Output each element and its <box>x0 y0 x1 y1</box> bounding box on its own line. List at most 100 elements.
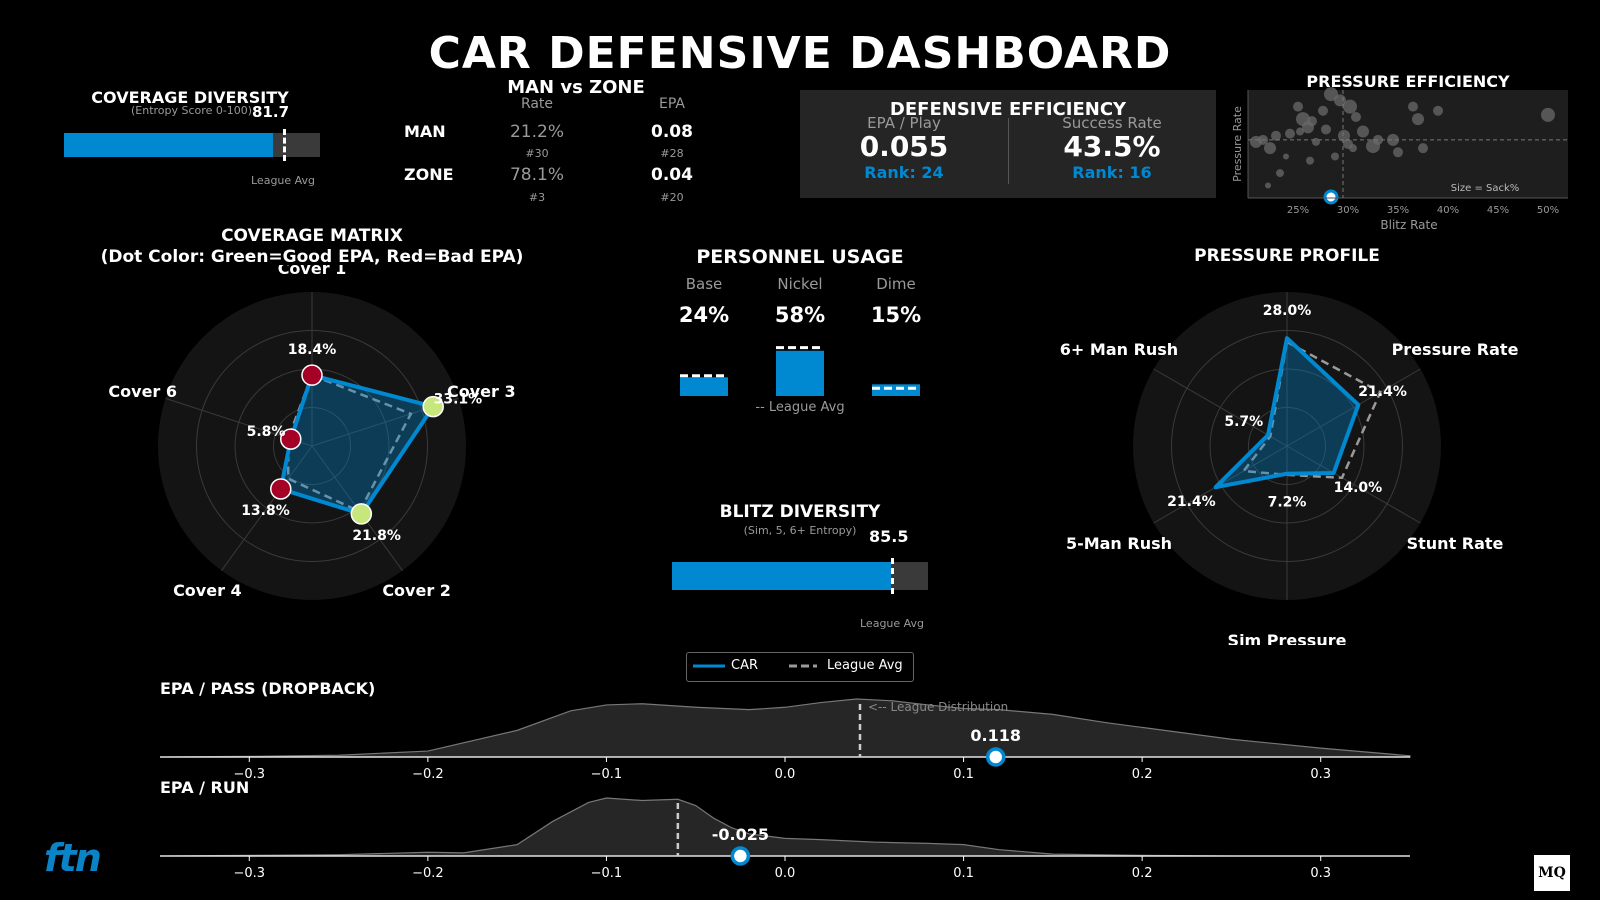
coverage-matrix-subtitle: (Dot Color: Green=Good EPA, Red=Bad EPA) <box>100 247 524 267</box>
epa-tick-label: −0.1 <box>591 767 623 780</box>
personnel-category-label: Nickel <box>777 275 822 293</box>
epa-play-value: 0.055 <box>859 130 949 163</box>
epa-tick-label: 0.1 <box>953 767 974 780</box>
defensive-efficiency-divider <box>1008 118 1009 184</box>
man-epa: 0.08 <box>651 122 693 142</box>
coverage-diversity-fill <box>64 133 274 157</box>
epa-tick-label: 0.0 <box>775 767 796 780</box>
car-epa-value: 0.118 <box>970 726 1021 745</box>
radar-category-label: Pressure Rate <box>1392 340 1519 359</box>
epa-tick-label: 0.3 <box>1310 767 1331 780</box>
car-epa-marker <box>730 846 751 866</box>
league-distribution-curve <box>159 797 1410 857</box>
team-point <box>1331 152 1339 161</box>
blitz-diversity-league-marker <box>890 558 894 594</box>
team-point <box>1306 156 1314 165</box>
man-row-label: MAN <box>404 122 446 141</box>
blitz-diversity-avg-label: League Avg <box>860 617 925 630</box>
league-distribution-annotation: <-- League Distribution <box>868 700 1008 714</box>
pressure-profile-radar: 28.0%Blitz Rate21.4%Pressure Rate14.0%St… <box>1060 292 1519 645</box>
coverage-matrix-title: COVERAGE MATRIX <box>221 226 403 246</box>
personnel-category-label: Base <box>686 275 723 293</box>
legend-car-label: CAR <box>731 658 759 673</box>
team-point <box>1285 128 1295 139</box>
personnel-value: 15% <box>871 303 921 327</box>
radar-value-label: 28.0% <box>1263 303 1312 319</box>
car-epa-marker <box>985 747 1006 767</box>
dashboard-title: CAR DEFENSIVE DASHBOARD <box>428 28 1172 79</box>
defensive-efficiency-title: DEFENSIVE EFFICIENCY <box>889 99 1127 120</box>
radar-value-label: 14.0% <box>1334 480 1383 496</box>
man-rate-rank: #30 <box>525 147 549 160</box>
scatter-x-tick: 35% <box>1387 205 1409 216</box>
team-point <box>1433 105 1443 116</box>
radar-category-label: Cover 6 <box>108 382 177 401</box>
team-point <box>1387 133 1399 146</box>
radar-value-label: 21.8% <box>352 528 401 544</box>
epa-tick-label: 0.3 <box>1310 866 1331 879</box>
radar-value-label: 7.2% <box>1268 495 1307 511</box>
team-point <box>1324 87 1338 102</box>
radar-value-label: 18.4% <box>288 342 337 358</box>
zone-rate-rank: #3 <box>528 191 546 204</box>
epa-play-label: EPA / Play <box>867 114 941 132</box>
coverage-matrix-radar: 18.4% Cover 1 33.1%Cover 3 21.8% Cover 2 13.8… <box>108 265 515 600</box>
chart-legend: CAR League Avg <box>686 652 914 682</box>
success-rate-value: 43.5% <box>1063 130 1161 163</box>
blitz-diversity-fill <box>672 562 891 590</box>
zone-epa-rank: #20 <box>660 191 684 204</box>
epa-run-chart: −0.3 −0.2 −0.1 0.0 0.1 0.2 0.3 -0.025 <box>159 797 1410 879</box>
personnel-value: 58% <box>775 303 825 327</box>
team-point <box>1296 127 1304 136</box>
radar-category-label: Stunt Rate <box>1407 534 1504 553</box>
radar-category-label: 6+ Man Rush <box>1060 340 1178 359</box>
legend-league-label: League Avg <box>827 658 903 673</box>
car-polygon <box>278 373 436 516</box>
pressure-efficiency-xlabel: Blitz Rate <box>1380 218 1437 232</box>
team-point <box>1393 147 1403 158</box>
epa-play-rank: Rank: 24 <box>864 163 944 182</box>
epa-tick-label: 0.0 <box>775 866 796 879</box>
blitz-diversity-title: BLITZ DIVERSITY <box>719 502 881 522</box>
man-epa-rank: #28 <box>660 147 684 160</box>
radar-category-label: Cover 1 <box>278 265 347 278</box>
personnel-league-note: -- League Avg <box>755 400 844 415</box>
zone-row-label: ZONE <box>404 165 454 184</box>
epa-tick-label: −0.3 <box>233 866 265 879</box>
pressure-efficiency-note: Size = Sack% <box>1451 183 1520 194</box>
coverage-diversity-avg-label: League Avg <box>251 174 316 187</box>
pressure-efficiency-title: PRESSURE EFFICIENCY <box>1306 72 1510 91</box>
team-point <box>1318 105 1328 116</box>
epa-run-title: EPA / RUN <box>160 778 250 797</box>
personnel-bar <box>680 377 728 396</box>
radar-value-label: 5.8% <box>247 424 286 440</box>
team-point <box>1541 107 1555 122</box>
coverage-epa-dot <box>270 478 292 500</box>
radar-value-label: 33.1% <box>434 392 483 408</box>
zone-epa: 0.04 <box>651 165 693 185</box>
coverage-epa-dot <box>301 364 323 386</box>
scatter-x-tick: 45% <box>1487 205 1509 216</box>
success-rate-rank: Rank: 16 <box>1072 163 1152 182</box>
car-polygon <box>1213 336 1361 490</box>
radar-spoke <box>1153 368 1288 447</box>
radar-value-label: 5.7% <box>1224 414 1263 430</box>
man-rate: 21.2% <box>509 122 564 142</box>
radar-spoke <box>1286 368 1421 447</box>
personnel-category-label: Dime <box>876 275 916 293</box>
blitz-diversity-subtitle: (Sim, 5, 6+ Entropy) <box>743 524 857 537</box>
league-distribution-curve <box>159 698 1411 758</box>
radar-spoke <box>1286 445 1421 524</box>
car-epa-value: -0.025 <box>712 825 769 844</box>
ftn-logo: ftn <box>44 836 102 880</box>
team-point <box>1321 124 1331 135</box>
blitz-diversity-bar <box>672 558 928 594</box>
team-point <box>1418 143 1428 154</box>
team-point <box>1265 182 1271 189</box>
epa-tick-label: 0.2 <box>1132 866 1153 879</box>
pressure-profile-title: PRESSURE PROFILE <box>1194 246 1380 266</box>
personnel-value: 24% <box>679 303 729 327</box>
team-point <box>1412 113 1424 126</box>
epa-tick-label: 0.2 <box>1132 767 1153 780</box>
team-point <box>1307 116 1317 127</box>
